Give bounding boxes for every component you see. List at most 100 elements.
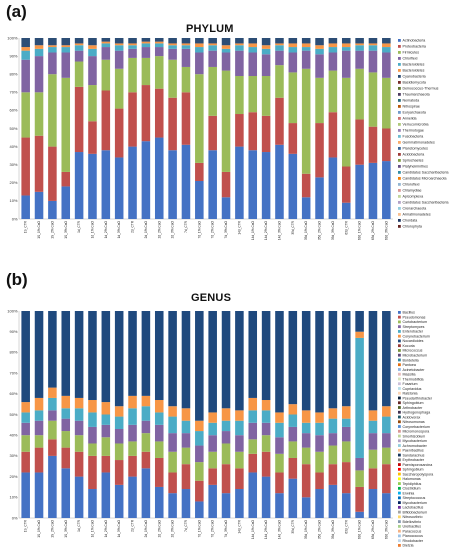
- genus-bar-segment: [88, 455, 97, 490]
- phylum-y-tick-label: 20%: [9, 180, 17, 185]
- genus-legend-swatch: [398, 396, 401, 400]
- phylum-bar-segment: [128, 38, 137, 44]
- genus-bar-segment: [195, 501, 204, 518]
- phylum-bar-segment: [355, 164, 364, 219]
- phylum-legend-swatch: [398, 183, 401, 186]
- genus-bar-segment: [141, 433, 151, 452]
- genus-bar-segment: [235, 489, 244, 518]
- phylum-category-label: 7d_1% CaO: [197, 220, 201, 238]
- phylum-bar-segment: [154, 43, 164, 48]
- phylum-category-label: 14d_2% CaO: [264, 220, 268, 240]
- phylum-bar-segment: [275, 144, 284, 219]
- phylum-bar-segment: [88, 38, 97, 46]
- genus-legend-swatch: [398, 524, 401, 528]
- phylum-bar-segment: [315, 177, 324, 219]
- phylum-bar-segment: [74, 50, 84, 62]
- phylum-bar-segment: [34, 48, 44, 57]
- genus-bar-segment: [21, 311, 30, 403]
- genus-legend-entry: Planococcus: [403, 534, 424, 538]
- phylum-bar-segment: [34, 56, 44, 93]
- genus-bar-segment: [154, 486, 164, 518]
- genus-bar-segment: [48, 420, 57, 440]
- genus-bar-segment: [154, 441, 164, 458]
- genus-bar-segment: [221, 408, 231, 421]
- phylum-bar-segment: [48, 52, 57, 75]
- phylum-bar-segment: [88, 56, 97, 86]
- genus-bar-segment: [355, 337, 364, 458]
- genus-category-label: 7d_CTR: [184, 519, 188, 532]
- genus-legend-entry: Mycobacterium: [403, 501, 427, 505]
- genus-bar-segment: [248, 422, 258, 440]
- phylum-bar-segment: [88, 48, 97, 57]
- phylum-y-tick-label: 40%: [9, 144, 17, 149]
- genus-legend-swatch: [398, 520, 401, 524]
- phylum-bar-segment: [48, 74, 57, 147]
- genus-legend-entry: Acidovorax: [403, 415, 421, 419]
- phylum-bar-segment: [261, 152, 271, 219]
- genus-legend-entry: Nitrosomonas: [403, 420, 425, 424]
- phylum-bar-segment: [328, 52, 338, 71]
- phylum-bar-segment: [368, 162, 378, 219]
- phylum-legend-swatch: [398, 189, 401, 192]
- phylum-legend-entry: Bacteroidetes: [403, 63, 425, 67]
- genus-bar-segment: [88, 400, 97, 413]
- genus-bar-segment: [74, 408, 84, 421]
- genus-bar-segment: [74, 397, 84, 409]
- genus-legend-entry: Tepidiphilus: [403, 482, 422, 486]
- phylum-bar-segment: [235, 38, 244, 44]
- phylum-bar-segment: [88, 45, 97, 49]
- genus-bar-segment: [208, 422, 217, 436]
- genus-legend-swatch: [398, 311, 401, 314]
- genus-bar-segment: [288, 426, 298, 442]
- genus-bar-segment: [248, 472, 258, 518]
- genus-legend-entry: Thermobifida: [403, 377, 424, 381]
- genus-bar-segment: [61, 408, 71, 419]
- phylum-y-tick-label: 30%: [9, 162, 17, 167]
- phylum-legend-swatch: [398, 57, 401, 60]
- genus-bar-segment: [21, 422, 30, 436]
- phylum-legend-swatch: [398, 195, 401, 198]
- phylum-legend-entry: Basidiomycota: [403, 81, 426, 85]
- genus-legend-swatch: [398, 482, 401, 485]
- genus-category-label: 1S_1% CaO: [37, 519, 41, 537]
- phylum-legend-swatch: [398, 81, 401, 84]
- phylum-legend-entry: Thermotogae: [403, 129, 424, 133]
- genus-bar-segment: [21, 435, 30, 452]
- phylum-legend-entry: Thaumarchaeota: [403, 93, 430, 97]
- phylum-bar-segment: [288, 153, 298, 219]
- genus-bar-segment: [382, 433, 391, 448]
- genus-legend-swatch: [398, 472, 401, 476]
- genus-legend-swatch: [398, 429, 401, 433]
- genus-legend-entry: Hydrogenophaga: [403, 411, 431, 415]
- phylum-legend-swatch: [398, 69, 401, 72]
- genus-legend-entry: Lactobacillus: [403, 506, 424, 510]
- genus-bar-segment: [301, 410, 311, 423]
- phylum-legend-swatch: [398, 129, 401, 132]
- genus-bar-segment: [74, 420, 84, 436]
- phylum-legend-swatch: [398, 117, 401, 120]
- phylum-bar-segment: [248, 52, 258, 77]
- genus-bar-segment: [195, 311, 204, 421]
- genus-legend-entry: Bordetella: [403, 358, 419, 362]
- genus-bar-segment: [114, 443, 124, 461]
- phylum-category-label: 1d_CTR: [77, 220, 81, 233]
- genus-legend-swatch: [398, 505, 401, 509]
- phylum-bar-segment: [221, 45, 231, 49]
- genus-bar-segment: [101, 472, 111, 518]
- genus-category-label: 2d_1% CaO: [144, 519, 148, 537]
- genus-y-tick-label: 70%: [9, 370, 17, 375]
- genus-bar-segment: [88, 412, 97, 427]
- genus-y-tick-label: 20%: [9, 474, 17, 479]
- genus-bar-segment: [355, 470, 364, 487]
- genus-bar-segment: [61, 431, 71, 448]
- phylum-bar-segment: [21, 38, 30, 48]
- phylum-bar-segment: [315, 123, 324, 178]
- phylum-y-tick-label: 60%: [9, 108, 17, 113]
- genus-category-label: 35d_CTR: [291, 519, 295, 533]
- genus-legend-entry: Halomonas: [403, 477, 421, 481]
- genus-legend-entry: Bdellovibrio: [403, 520, 422, 524]
- genus-bar-segment: [261, 435, 271, 452]
- genus-bar-segment: [48, 387, 57, 398]
- phylum-category-label: 1S_3% CaO: [64, 220, 68, 238]
